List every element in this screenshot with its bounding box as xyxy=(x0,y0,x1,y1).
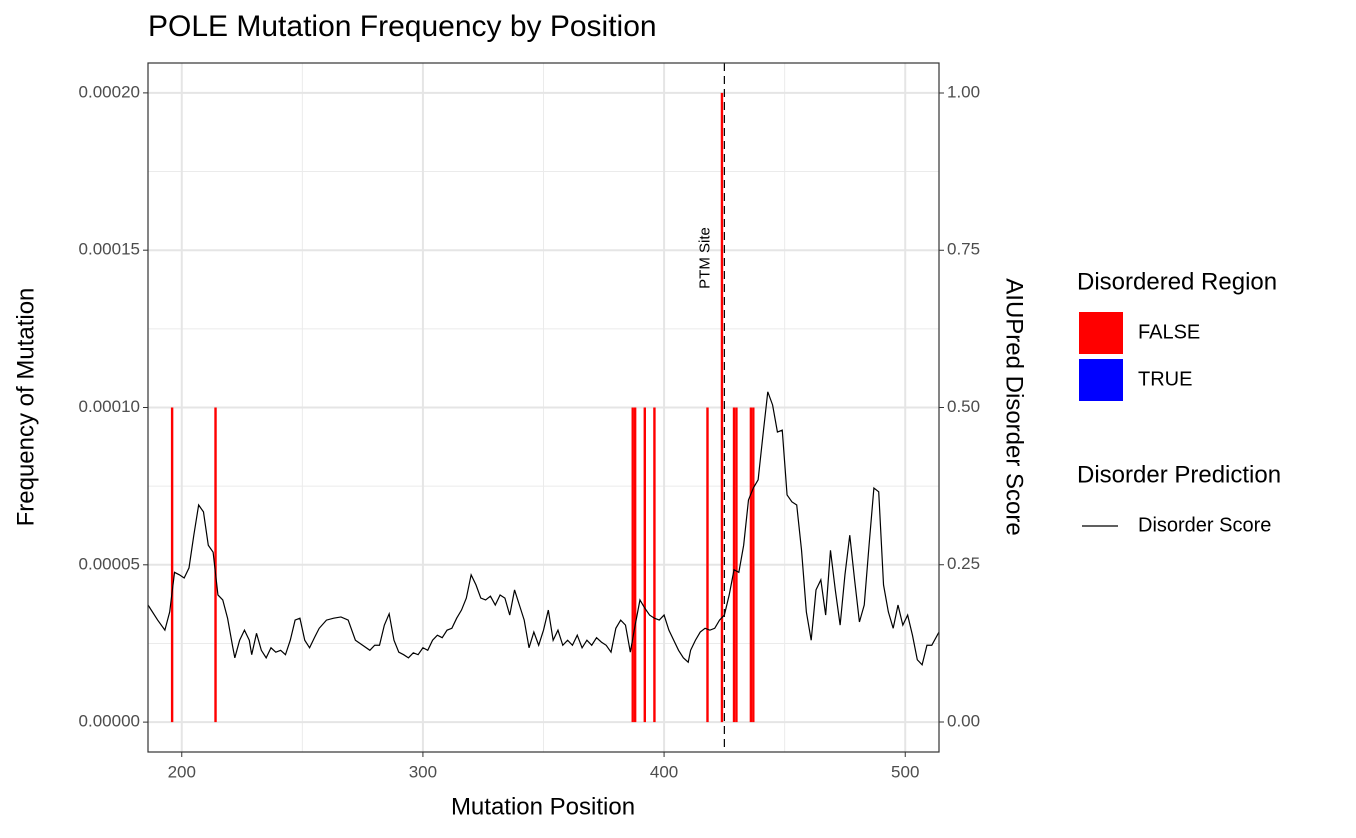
bar xyxy=(643,407,646,723)
ptm-label: PTM Site xyxy=(696,227,713,289)
disorder-line xyxy=(147,391,940,666)
legend-key xyxy=(1079,312,1123,354)
legend-title: Disorder Prediction xyxy=(1077,461,1281,488)
bar xyxy=(170,407,174,723)
legend-label: TRUE xyxy=(1138,368,1192,390)
bar xyxy=(706,407,709,723)
x-tick-label: 200 xyxy=(168,762,196,781)
y-tick-label: 0.00015 xyxy=(79,240,140,259)
bar xyxy=(653,407,656,723)
bar xyxy=(752,407,755,723)
bar xyxy=(214,407,217,723)
y2-axis-label: AIUPred Disorder Score xyxy=(1001,278,1028,535)
y-tick-label: 0.00000 xyxy=(79,712,140,731)
y2-tick-label: 0.75 xyxy=(947,240,980,259)
y-tick-label: 0.00010 xyxy=(79,397,140,416)
y-axis-label: Frequency of Mutation xyxy=(12,288,39,527)
y2-tick-label: 0.25 xyxy=(947,554,980,573)
bar xyxy=(749,407,753,723)
bar xyxy=(633,407,637,723)
legend-key xyxy=(1079,359,1123,401)
bar xyxy=(720,92,724,723)
bar xyxy=(732,407,736,723)
plot-border xyxy=(147,62,940,753)
legend-title: Disordered Region xyxy=(1077,268,1277,295)
y2-tick-label: 0.00 xyxy=(947,711,980,730)
legend-label: FALSE xyxy=(1138,321,1200,343)
legend-label: Disorder Score xyxy=(1138,514,1271,536)
y-tick-label: 0.00005 xyxy=(79,554,140,573)
x-tick-label: 400 xyxy=(650,762,678,781)
bar xyxy=(735,407,738,723)
y2-tick-label: 1.00 xyxy=(947,82,980,101)
bar xyxy=(631,407,634,723)
y-tick-label: 0.00020 xyxy=(79,82,140,101)
y2-tick-label: 0.50 xyxy=(947,397,980,416)
x-tick-label: 300 xyxy=(409,762,437,781)
x-tick-label: 500 xyxy=(891,762,919,781)
x-axis-label: Mutation Position xyxy=(451,793,635,820)
chart-title: POLE Mutation Frequency by Position xyxy=(148,10,657,43)
